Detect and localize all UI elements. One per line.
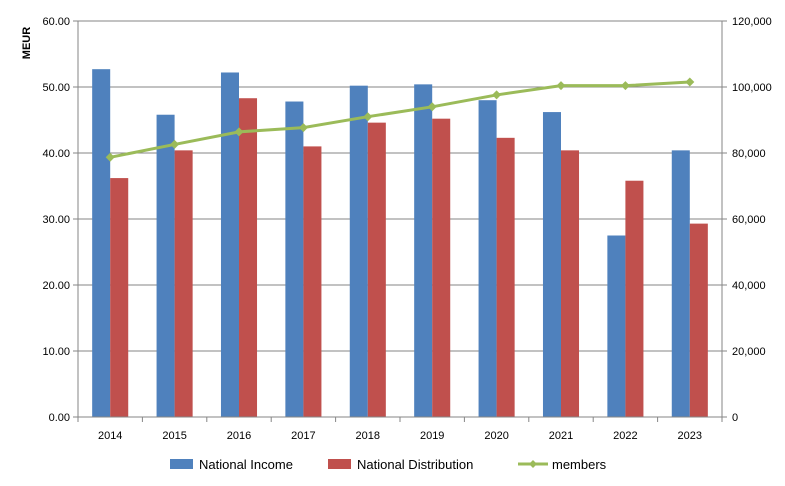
bar-national-income	[285, 101, 304, 418]
x-tick-label: 2019	[420, 430, 444, 442]
bar-national-income	[542, 112, 561, 417]
y2-tick-label: 120,000	[732, 16, 772, 28]
x-tick-label: 2023	[678, 430, 702, 442]
bar-national-distribution	[496, 137, 515, 417]
bar-national-income	[607, 235, 626, 417]
bar-national-income	[414, 84, 433, 418]
y2-tick-label: 60,000	[732, 214, 766, 226]
x-tick-label: 2022	[613, 430, 637, 442]
y-tick-label: 10.00	[42, 346, 70, 358]
bar-national-income	[92, 69, 111, 418]
point-members	[556, 81, 566, 91]
tick-labels: 0.00 0 10.00 20,000 20.00 40,000 30.00 60,000 40…	[42, 16, 771, 442]
bar-national-income	[349, 85, 368, 418]
legend-label-national-distribution: National Distribution	[357, 457, 473, 472]
bar-national-distribution	[239, 98, 258, 417]
y-tick-label: 60.00	[42, 16, 70, 28]
bar-national-distribution	[432, 118, 451, 418]
y-tick-label: 20.00	[42, 280, 70, 292]
point-members	[298, 123, 308, 133]
y-tick-label: 50.00	[42, 82, 70, 94]
legend-swatch-national-income	[170, 459, 193, 469]
x-tick-label: 2018	[356, 430, 380, 442]
point-members	[105, 152, 115, 162]
bar-national-distribution	[367, 122, 386, 417]
bar-national-distribution	[110, 178, 129, 417]
y2-tick-label: 20,000	[732, 346, 766, 358]
bar-national-income	[220, 72, 239, 417]
members-line-layer	[105, 77, 695, 162]
x-tick-label: 2016	[227, 430, 251, 442]
y2-tick-label: 0	[732, 412, 738, 424]
bar-national-distribution	[561, 150, 580, 418]
point-members	[234, 127, 244, 137]
point-members	[492, 90, 502, 100]
point-members	[620, 81, 630, 91]
x-tick-label: 2017	[291, 430, 315, 442]
bars	[92, 69, 708, 418]
legend-label-members: members	[552, 457, 607, 472]
legend-label-national-income: National Income	[199, 457, 293, 472]
y2-tick-label: 100,000	[732, 82, 772, 94]
x-tick-label: 2020	[484, 430, 508, 442]
point-members	[363, 112, 373, 122]
legend: National Income National Distribution memb…	[170, 457, 607, 472]
bar-national-income	[671, 150, 690, 418]
y-tick-label: 0.00	[49, 412, 70, 424]
bar-national-distribution	[689, 223, 708, 417]
x-tick-label: 2014	[98, 430, 122, 442]
bar-national-income	[478, 100, 497, 417]
point-members	[685, 77, 695, 87]
y2-tick-label: 80,000	[732, 148, 766, 160]
x-tick-label: 2021	[549, 430, 573, 442]
legend-marker-members	[529, 460, 537, 468]
x-tick-label: 2015	[162, 430, 186, 442]
bar-national-income	[156, 114, 175, 417]
bar-national-distribution	[174, 150, 193, 418]
y-tick-label: 30.00	[42, 214, 70, 226]
point-members	[170, 139, 180, 149]
legend-swatch-national-distribution	[328, 459, 351, 469]
point-members	[427, 102, 437, 112]
bar-national-distribution	[625, 180, 644, 417]
y-axis-label: MEUR	[21, 27, 33, 59]
y-tick-label: 40.00	[42, 148, 70, 160]
bar-national-distribution	[303, 146, 322, 417]
y2-tick-label: 40,000	[732, 280, 766, 292]
line-members	[109, 80, 690, 159]
axes	[73, 20, 727, 422]
